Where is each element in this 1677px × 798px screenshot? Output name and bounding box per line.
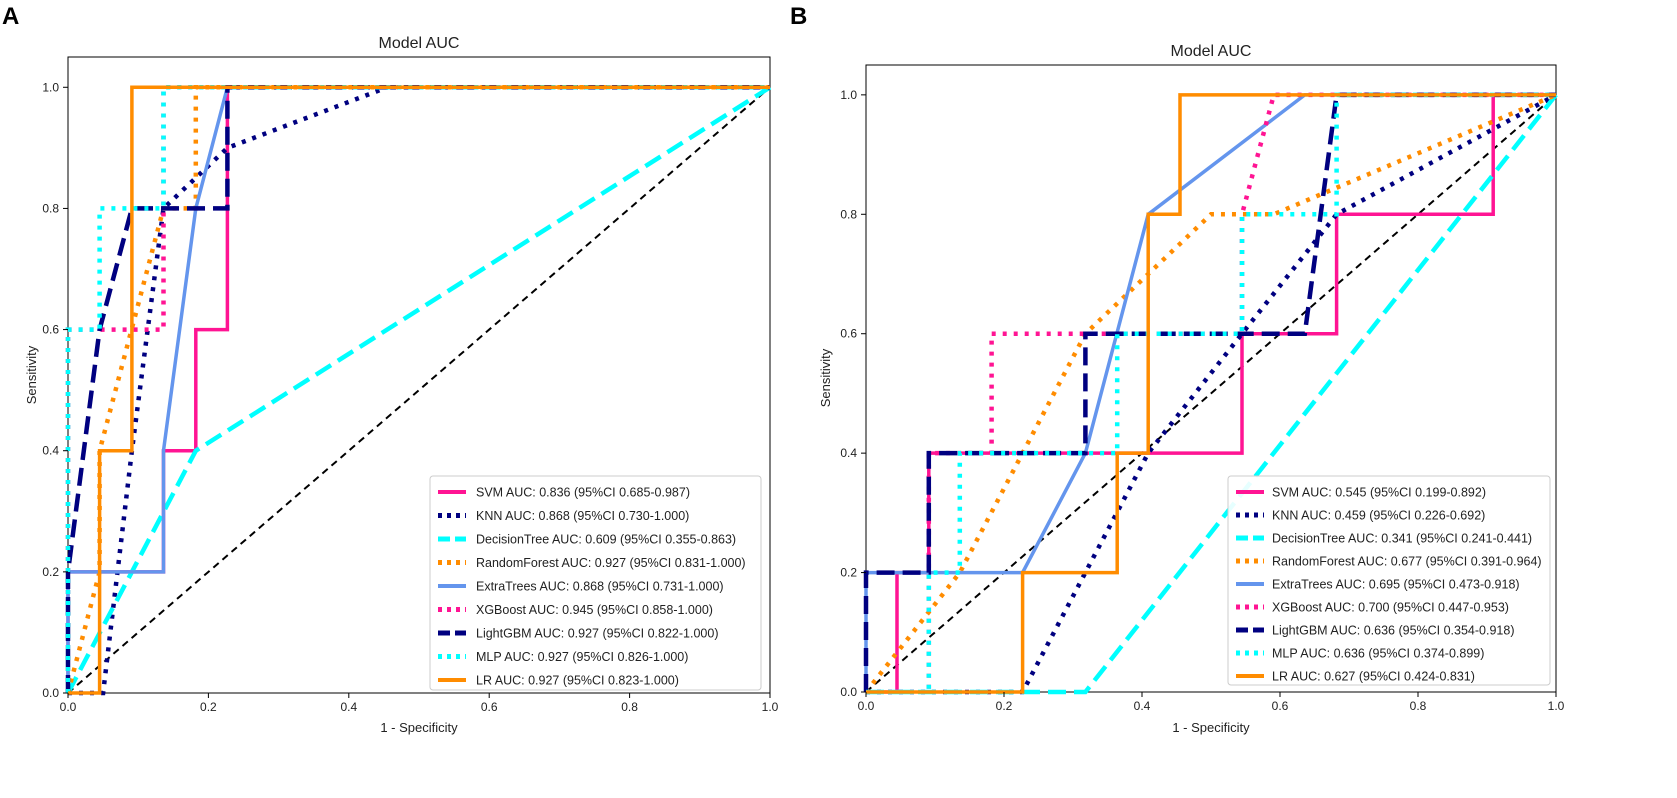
panel-a-legend-box <box>429 475 762 691</box>
legend-label-knn: KNN AUC: 0.868 (95%CI 0.730-1.000) <box>476 509 689 523</box>
panel-b: B Model AUC 0.0 0.2 0.4 0.6 0.8 1.00.00.20.40… <box>790 3 1565 735</box>
x-tick-label: 1.0 <box>1548 699 1565 713</box>
panel-a-y-axis-label: Sensitivity <box>24 345 39 404</box>
panel-b-title: Model AUC <box>1171 43 1252 60</box>
y-tick-label: 0.2 <box>42 565 59 579</box>
roc-curve-knn <box>866 92 1558 695</box>
legend-label-decisiontree: DecisionTree AUC: 0.609 (95%CI 0.355-0.8… <box>476 533 736 547</box>
legend-label-knn: KNN AUC: 0.459 (95%CI 0.226-0.692) <box>1272 509 1485 523</box>
roc-curve-lr <box>866 93 1556 694</box>
y-tick-label: 0.8 <box>840 207 857 221</box>
x-tick-label: 1.0 <box>762 700 779 714</box>
legend-label-xgboost: XGBoost AUC: 0.945 (95%CI 0.858-1.000) <box>476 603 713 617</box>
legend-label-lr: LR AUC: 0.927 (95%CI 0.823-1.000) <box>476 674 679 688</box>
legend-label-lightgbm: LightGBM AUC: 0.927 (95%CI 0.822-1.000) <box>476 627 719 641</box>
x-tick-label: 0.4 <box>1134 699 1151 713</box>
panel-b-y-axis-label: Sensitivity <box>818 348 833 407</box>
roc-curve-decisiontree <box>866 93 1558 695</box>
roc-curve-lr <box>68 85 770 695</box>
legend-label-lightgbm: LightGBM AUC: 0.636 (95%CI 0.354-0.918) <box>1272 624 1515 638</box>
legend-label-randomforest: RandomForest AUC: 0.677 (95%CI 0.391-0.9… <box>1272 555 1542 569</box>
y-tick-label: 0.8 <box>42 201 59 215</box>
panel-a-ticks: 0.0 0.2 0.4 0.6 0.8 1.0 0.0 0.2 0.4 0.6 0.8 1.0 <box>42 80 778 714</box>
panel-b-series <box>863 92 1558 695</box>
panel-b-legend: SVM AUC: 0.545 (95%CI 0.199-0.892) KNN AU… <box>1227 475 1551 686</box>
legend-label-randomforest: RandomForest AUC: 0.927 (95%CI 0.831-1.0… <box>476 556 746 570</box>
x-tick-label: 0.6 <box>481 700 498 714</box>
x-tick-label: 0.2 <box>200 700 217 714</box>
panel-b-x-axis-label: 1 - Specificity <box>1172 720 1250 735</box>
x-tick-label: 0.0 <box>60 700 77 714</box>
legend-label-lr: LR AUC: 0.627 (95%CI 0.424-0.831) <box>1272 670 1475 684</box>
y-tick-label: 0.4 <box>42 444 59 458</box>
panel-a-title: Model AUC <box>379 35 460 52</box>
y-tick-label: 0.0 <box>840 685 857 699</box>
chance-diagonal-line <box>67 86 771 694</box>
y-tick-label: 0.4 <box>840 446 857 460</box>
legend-label-svm: SVM AUC: 0.836 (95%CI 0.685-0.987) <box>476 486 690 500</box>
x-tick-label: 0.6 <box>1272 699 1289 713</box>
roc-curve-mlp <box>866 92 1556 695</box>
legend-label-mlp: MLP AUC: 0.927 (95%CI 0.826-1.000) <box>476 650 688 664</box>
y-tick-label: 1.0 <box>840 88 857 102</box>
panel-a-legend: SVM AUC: 0.836 (95%CI 0.685-0.987) KNN AU… <box>429 475 762 691</box>
panel-a-x-axis-label: 1 - Specificity <box>380 720 458 735</box>
x-tick-label: 0.2 <box>996 699 1013 713</box>
panel-b-label: B <box>790 3 807 30</box>
x-tick-label: 0.0 <box>858 699 875 713</box>
chance-diagonal-line <box>865 94 1557 693</box>
legend-label-decisiontree: DecisionTree AUC: 0.341 (95%CI 0.241-0.4… <box>1272 532 1532 546</box>
roc-curve-lightgbm <box>863 92 1556 692</box>
x-tick-label: 0.4 <box>340 700 357 714</box>
roc-curve-decisiontree <box>66 85 772 695</box>
roc-curve-svm <box>866 93 1556 694</box>
roc-curve-xgboost <box>866 92 1556 695</box>
x-tick-label: 0.8 <box>621 700 638 714</box>
roc-curve-xgboost <box>65 85 770 693</box>
y-tick-label: 0.6 <box>840 327 857 341</box>
legend-label-mlp: MLP AUC: 0.636 (95%CI 0.374-0.899) <box>1272 647 1484 661</box>
legend-label-extratrees: ExtraTrees AUC: 0.868 (95%CI 0.731-1.000… <box>476 580 724 594</box>
legend-label-extratrees: ExtraTrees AUC: 0.695 (95%CI 0.473-0.918… <box>1272 578 1520 592</box>
y-tick-label: 1.0 <box>42 80 59 94</box>
panel-a: A Model AUC 0.0 0.2 0.4 0.6 0.8 1.00.00.20.40… <box>2 3 779 735</box>
panel-b-legend-box <box>1227 475 1551 686</box>
legend-label-xgboost: XGBoost AUC: 0.700 (95%CI 0.447-0.953) <box>1272 601 1509 615</box>
y-tick-label: 0.6 <box>42 323 59 337</box>
panel-b-ticks: 0.0 0.2 0.4 0.6 0.8 1.0 0.0 0.2 0.4 0.6 0.8 1.0 <box>840 88 1564 713</box>
panel-a-label: A <box>2 3 19 30</box>
legend-label-svm: SVM AUC: 0.545 (95%CI 0.199-0.892) <box>1272 486 1486 500</box>
y-tick-label: 0.2 <box>840 566 857 580</box>
x-tick-label: 0.8 <box>1410 699 1427 713</box>
y-tick-label: 0.0 <box>42 686 59 700</box>
